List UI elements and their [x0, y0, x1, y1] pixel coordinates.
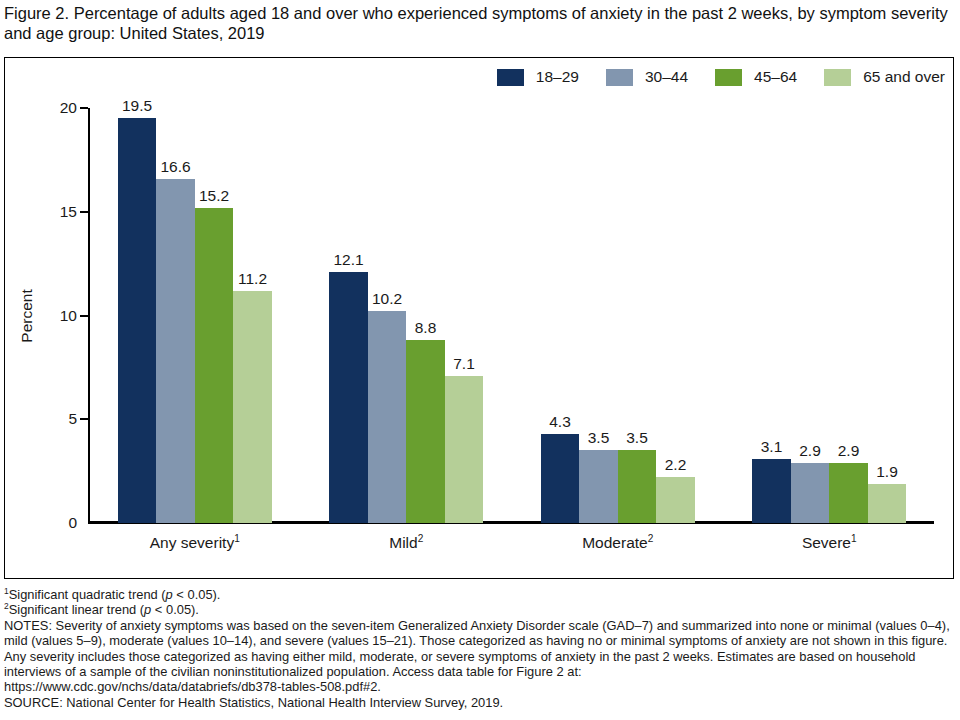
- chart-bar-any-severity-45–64: [195, 208, 234, 523]
- chart-bar-any-severity-30–44: [156, 179, 195, 523]
- y-axis-tick-label: 0: [33, 513, 77, 533]
- bar-value-label: 12.1: [319, 251, 379, 269]
- y-axis-tick: [80, 211, 88, 213]
- bar-value-label: 1.9: [857, 463, 917, 481]
- figure-page: Figure 2. Percentage of adults aged 18 a…: [0, 0, 960, 720]
- chart-bar-moderate-30–44: [579, 450, 618, 523]
- footnotes: 1Significant quadratic trend (p < 0.05).…: [4, 587, 956, 710]
- chart-bar-moderate-18–29: [541, 434, 580, 523]
- bar-value-label: 15.2: [184, 187, 244, 205]
- chart-bar-mild-65-and-over: [445, 376, 484, 523]
- figure-title: Figure 2. Percentage of adults aged 18 a…: [4, 3, 956, 43]
- chart-bar-moderate-65-and-over: [656, 477, 695, 523]
- bar-value-label: 2.2: [646, 456, 706, 474]
- bar-value-label: 8.8: [396, 319, 456, 337]
- x-axis-category-label: Moderate2: [528, 534, 708, 552]
- x-axis-category-label: Severe1: [739, 534, 919, 552]
- y-axis-tick-label: 15: [33, 202, 77, 222]
- bar-value-label: 19.5: [107, 97, 167, 115]
- y-axis-tick: [80, 315, 88, 317]
- y-axis-tick-label: 10: [33, 306, 77, 326]
- y-axis-tick: [80, 107, 88, 109]
- bar-value-label: 2.9: [819, 442, 879, 460]
- plot-area: 0510152019.516.615.211.2Any severity112.…: [5, 58, 953, 578]
- notes-text: NOTES: Severity of anxiety symptoms was …: [4, 618, 956, 695]
- y-axis-tick-label: 5: [33, 409, 77, 429]
- bar-value-label: 11.2: [223, 270, 283, 288]
- chart-bar-mild-18–29: [329, 272, 368, 523]
- bar-value-label: 16.6: [146, 158, 206, 176]
- bar-value-label: 10.2: [357, 290, 417, 308]
- footnote-quadratic-trend: 1Significant quadratic trend (p < 0.05).: [4, 587, 956, 602]
- footnote-linear-trend: 2Significant linear trend (p < 0.05).: [4, 602, 956, 617]
- source-text: SOURCE: National Center for Health Stati…: [4, 695, 956, 710]
- x-axis-category-label: Any severity1: [105, 534, 285, 552]
- bar-value-label: 7.1: [434, 355, 494, 373]
- y-axis-tick-label: 20: [33, 98, 77, 118]
- chart-bar-severe-65-and-over: [868, 484, 907, 523]
- y-axis-line: [88, 108, 90, 523]
- chart-area: 18–2930–4445–6465 and over Percent 05101…: [4, 57, 954, 579]
- category-footnote-marker: 2: [418, 533, 424, 544]
- x-axis-category-label: Mild2: [316, 534, 496, 552]
- chart-bar-severe-30–44: [791, 463, 830, 523]
- chart-bar-any-severity-18–29: [118, 118, 157, 523]
- bar-value-label: 3.5: [607, 429, 667, 447]
- y-axis-tick: [80, 418, 88, 420]
- category-footnote-marker: 2: [648, 533, 654, 544]
- chart-bar-mild-30–44: [368, 311, 407, 523]
- category-footnote-marker: 1: [234, 533, 240, 544]
- chart-bar-severe-18–29: [752, 459, 791, 523]
- category-footnote-marker: 1: [851, 533, 857, 544]
- chart-bar-any-severity-65-and-over: [233, 291, 272, 523]
